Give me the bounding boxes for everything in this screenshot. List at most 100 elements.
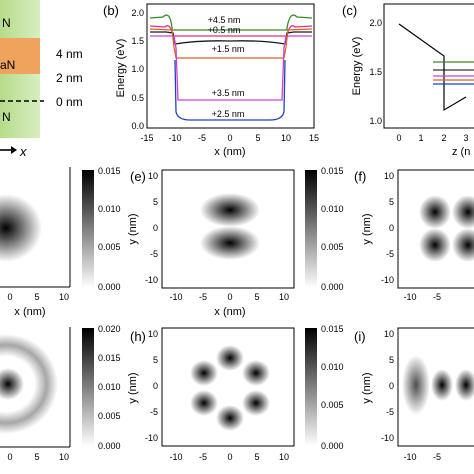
c-ytick-2: 2.0 (369, 18, 382, 28)
curve-ingan (149, 28, 313, 59)
curve-4.5nm (149, 14, 313, 31)
curve-label-1.5nm: +1.5 nm (212, 44, 245, 54)
heatmap-f-lobe-1 (419, 195, 451, 229)
b-xtick-2: -5 (198, 133, 206, 143)
panel-f: (f) 10 5 0 -5 -10 y (nm) -10 -5 (354, 169, 474, 302)
b-ytick-3: 1.5 (131, 36, 144, 46)
h-xtick-2: 0 (227, 452, 232, 462)
h-ytick-3: -5 (150, 407, 158, 417)
f-ytick-1: 5 (389, 197, 394, 207)
panel-f-label: (f) (354, 169, 366, 184)
cb1-tick-1: 0.010 (98, 204, 121, 214)
d-xtick-2: 10 (59, 292, 69, 302)
heatmap-i-lobe-1 (431, 369, 453, 401)
panel-b-frame (146, 3, 315, 129)
heatmap-e-lower-lobe (200, 226, 260, 260)
cb2-tick-2: 0.005 (321, 242, 344, 252)
b-ytick-4: 2.0 (131, 8, 144, 18)
colorbar-1: 0.015 0.010 0.005 0.000 (82, 166, 121, 292)
h-xtick-0: -10 (169, 452, 182, 462)
panel-c-ylabel: Energy (eV) (351, 37, 363, 96)
cb4-tick-1: 0.010 (321, 362, 344, 372)
g-xtick-2: 10 (59, 452, 69, 462)
b-xtick-5: 10 (281, 133, 291, 143)
heatmap-f-lobe-3 (419, 228, 451, 262)
heatmap-h-lobe-4 (216, 405, 244, 431)
curve-0.5nm (149, 25, 313, 37)
e-xtick-1: -5 (199, 292, 207, 302)
heatmap-e-upper-lobe (200, 193, 260, 227)
b-xtick-4: 5 (255, 133, 260, 143)
i-ytick-1: 5 (389, 355, 394, 365)
gan-top-layer (0, 0, 40, 38)
c-xtick-2: 2 (441, 133, 446, 143)
e-xtick-4: 10 (279, 292, 289, 302)
h-ylabel: y (nm) (127, 372, 139, 403)
cb1-tick-3: 0.000 (98, 282, 121, 292)
e-xtick-3: 5 (254, 292, 259, 302)
panel-h: (h) y (nm) 10 5 0 -5 -10 -10 -5 0 5 10 (127, 327, 295, 462)
panel-c-label: (c) (342, 3, 357, 18)
colorbar-3-gradient (82, 328, 94, 446)
cb4-tick-2: 0.005 (321, 400, 344, 410)
colorbar-4-gradient (305, 328, 317, 446)
f-ytick-0: 10 (384, 171, 394, 181)
h-xtick-4: 10 (279, 452, 289, 462)
f-ytick-2: 0 (389, 223, 394, 233)
i-xtick-0: -10 (403, 452, 416, 462)
panel-i: (i) y (nm) 10 5 0 -5 -10 -10 -5 (354, 327, 474, 462)
cb3-tick-4: 0.000 (98, 441, 121, 451)
c-band-profile (398, 23, 467, 112)
cb2-tick-0: 0.015 (321, 166, 344, 176)
layer-bot-label: N (2, 110, 11, 124)
curve-label-2.5nm: +2.5 nm (212, 109, 245, 119)
g-xtick-0: 0 (7, 452, 12, 462)
cb3-tick-3: 0.005 (98, 411, 121, 421)
i-ylabel: y (nm) (361, 372, 373, 403)
e-xtick-2: 0 (227, 292, 232, 302)
heatmap-h-lobe-2 (242, 360, 270, 386)
heatmap-f-lobe-2 (452, 195, 474, 229)
heatmap-i-lobe-2 (455, 369, 474, 401)
colorbar-2-gradient (305, 170, 317, 288)
curve-1.5nm (150, 31, 312, 45)
curve-label-4.5nm: +4.5 nm (208, 15, 241, 25)
f-ylabel: y (nm) (361, 213, 373, 244)
x-arrow-label: x (19, 144, 27, 159)
f-ytick-3: -5 (386, 249, 394, 259)
e-ytick-2: 0 (153, 223, 158, 233)
e-ytick-0: 10 (148, 171, 158, 181)
cb2-tick-1: 0.010 (321, 204, 344, 214)
h-ytick-4: -10 (145, 433, 158, 443)
ingan-layer (0, 38, 40, 74)
heatmap-i-outer-lobe (402, 355, 430, 415)
c-ytick-1: 1.5 (369, 67, 382, 77)
heatmap-e (161, 169, 295, 289)
b-xtick-3: 0 (227, 133, 232, 143)
colorbar-1-gradient (82, 170, 94, 288)
b-xtick-0: -15 (140, 133, 153, 143)
curve-label-0.5nm: +0.5 nm (208, 25, 241, 35)
h-ytick-0: 10 (148, 329, 158, 339)
i-ytick-0: 10 (384, 329, 394, 339)
cb3-tick-1: 0.015 (98, 353, 121, 363)
c-xtick-3: 3 (463, 133, 468, 143)
c-xtick-0: 0 (396, 133, 401, 143)
curve-2.5nm (174, 59, 286, 121)
heatmap-h-lobe-5 (190, 390, 218, 416)
layer-mid-label: aN (0, 58, 15, 72)
b-ytick-2: 1.0 (131, 64, 144, 74)
colorbar-3: 0.020 0.015 0.010 0.005 0.000 (82, 324, 121, 451)
e-ytick-3: -5 (150, 249, 158, 259)
heatmap-f-lobe-4 (452, 228, 474, 262)
e-ytick-1: 5 (153, 197, 158, 207)
b-xtick-6: 15 (309, 133, 319, 143)
curve-label-3.5nm: +3.5 nm (212, 88, 245, 98)
i-ytick-4: -10 (381, 433, 394, 443)
panel-d: 0 5 10 x (nm) (0, 167, 71, 318)
x-arrow-head (11, 146, 17, 154)
label-4nm: 4 nm (56, 47, 83, 61)
panel-c-xlabel: z (n (452, 146, 470, 158)
panel-a: N aN N 4 nm 2 nm 0 nm x (0, 0, 83, 159)
